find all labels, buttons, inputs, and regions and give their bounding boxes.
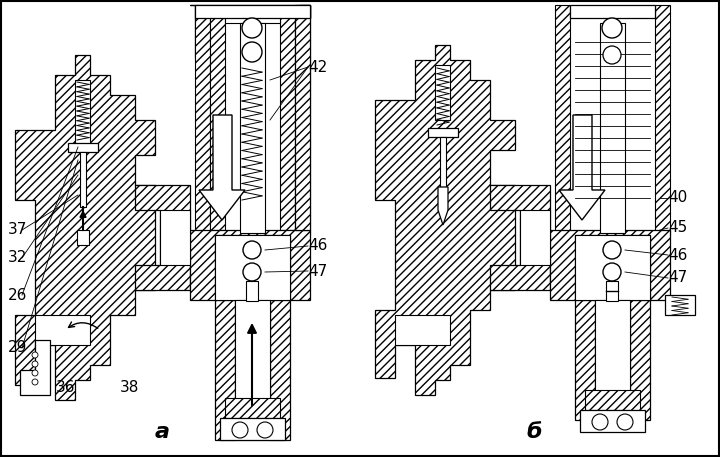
Circle shape xyxy=(32,361,38,367)
Bar xyxy=(210,5,225,230)
Polygon shape xyxy=(190,5,310,58)
Bar xyxy=(235,300,270,440)
Circle shape xyxy=(232,422,248,438)
Bar xyxy=(395,315,450,345)
Bar xyxy=(240,23,265,233)
Polygon shape xyxy=(199,115,245,220)
Bar xyxy=(195,5,310,18)
Bar xyxy=(215,235,290,300)
Bar xyxy=(280,5,295,230)
Bar xyxy=(585,390,640,410)
Polygon shape xyxy=(215,300,290,440)
Text: 37: 37 xyxy=(8,223,27,238)
Polygon shape xyxy=(490,185,570,290)
Circle shape xyxy=(242,18,262,38)
Polygon shape xyxy=(428,128,458,137)
Bar xyxy=(220,418,285,440)
Bar xyxy=(575,235,650,300)
Polygon shape xyxy=(68,143,98,152)
Bar xyxy=(440,137,446,187)
Bar xyxy=(580,410,645,432)
Bar xyxy=(225,398,280,418)
Polygon shape xyxy=(559,115,605,220)
Circle shape xyxy=(32,379,38,385)
Text: 26: 26 xyxy=(8,287,27,303)
Circle shape xyxy=(617,414,633,430)
Polygon shape xyxy=(438,187,448,225)
Circle shape xyxy=(603,263,621,281)
Polygon shape xyxy=(190,230,310,300)
Bar xyxy=(35,315,90,345)
Circle shape xyxy=(603,46,621,64)
Bar xyxy=(665,295,695,315)
Polygon shape xyxy=(77,230,89,245)
Bar xyxy=(246,281,258,301)
Polygon shape xyxy=(550,230,670,300)
Text: 40: 40 xyxy=(668,191,688,206)
Text: 46: 46 xyxy=(308,239,328,254)
Polygon shape xyxy=(20,340,50,395)
Polygon shape xyxy=(135,185,210,290)
Circle shape xyxy=(32,352,38,358)
Bar xyxy=(555,5,570,235)
Bar xyxy=(80,152,86,207)
Circle shape xyxy=(257,422,273,438)
Bar xyxy=(606,281,618,301)
Circle shape xyxy=(242,42,262,62)
Text: 45: 45 xyxy=(668,220,688,235)
Text: 36: 36 xyxy=(56,381,76,395)
Bar xyxy=(195,5,210,235)
Text: б: б xyxy=(526,422,541,442)
Circle shape xyxy=(603,241,621,259)
Bar xyxy=(595,300,630,420)
Text: 47: 47 xyxy=(308,264,328,278)
Polygon shape xyxy=(375,45,515,395)
Circle shape xyxy=(243,241,261,259)
Polygon shape xyxy=(15,55,155,400)
Text: a: a xyxy=(155,422,169,442)
Bar xyxy=(75,80,90,145)
Text: 32: 32 xyxy=(8,250,27,266)
Text: 42: 42 xyxy=(308,59,328,74)
Bar xyxy=(520,210,550,265)
Bar xyxy=(225,5,280,23)
Bar xyxy=(160,210,190,265)
Circle shape xyxy=(32,370,38,376)
Bar xyxy=(570,5,655,18)
Bar xyxy=(435,65,450,120)
Bar xyxy=(655,5,670,235)
Circle shape xyxy=(243,263,261,281)
Text: 47: 47 xyxy=(668,271,688,286)
Text: 29: 29 xyxy=(8,340,27,356)
Circle shape xyxy=(592,414,608,430)
Bar xyxy=(600,23,625,233)
Polygon shape xyxy=(575,300,650,420)
Bar xyxy=(295,5,310,235)
Polygon shape xyxy=(295,5,310,230)
Circle shape xyxy=(602,18,622,38)
Text: 46: 46 xyxy=(668,248,688,262)
Text: 38: 38 xyxy=(120,381,140,395)
